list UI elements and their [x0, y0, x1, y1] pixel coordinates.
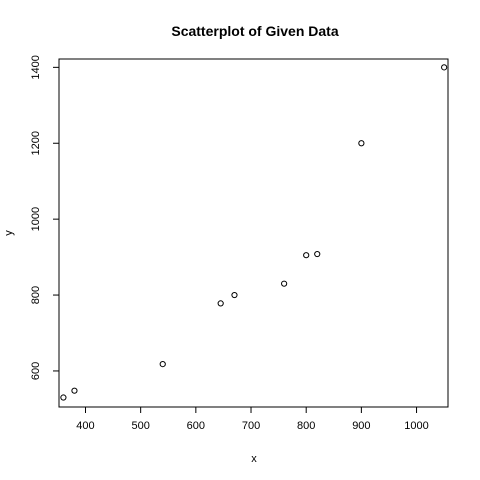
- data-point: [358, 140, 365, 147]
- data-point: [159, 361, 166, 368]
- data-point: [441, 64, 448, 71]
- y-axis: 600 800 1000 1200 1400: [30, 55, 60, 380]
- y-tick-label: 1000: [30, 207, 42, 231]
- y-tick-label: 600: [30, 362, 42, 380]
- y-tick-label: 1400: [30, 55, 42, 79]
- x-tick-label: 900: [352, 420, 370, 432]
- x-axis-label: x: [251, 453, 257, 465]
- plot-frame: [58, 58, 449, 408]
- x-axis: 400 500 600 700 800 900 1000: [76, 406, 429, 432]
- x-tick-label: 1000: [404, 420, 428, 432]
- x-tick-label: 400: [76, 420, 94, 432]
- x-tick-label: 700: [242, 420, 260, 432]
- data-point: [71, 387, 78, 394]
- x-tick-label: 500: [131, 420, 149, 432]
- x-tick-label: 600: [187, 420, 205, 432]
- x-tick-label: 800: [297, 420, 315, 432]
- y-axis-label: y: [3, 230, 15, 236]
- data-point: [217, 300, 224, 307]
- data-point: [60, 394, 67, 401]
- data-point: [281, 280, 288, 287]
- chart-title: Scatterplot of Given Data: [171, 23, 338, 39]
- data-point: [231, 291, 238, 299]
- data-point: [303, 252, 310, 259]
- y-tick-label: 800: [30, 286, 42, 304]
- points-layer: [60, 64, 448, 401]
- y-tick-label: 1200: [30, 131, 42, 155]
- data-point: [314, 250, 321, 258]
